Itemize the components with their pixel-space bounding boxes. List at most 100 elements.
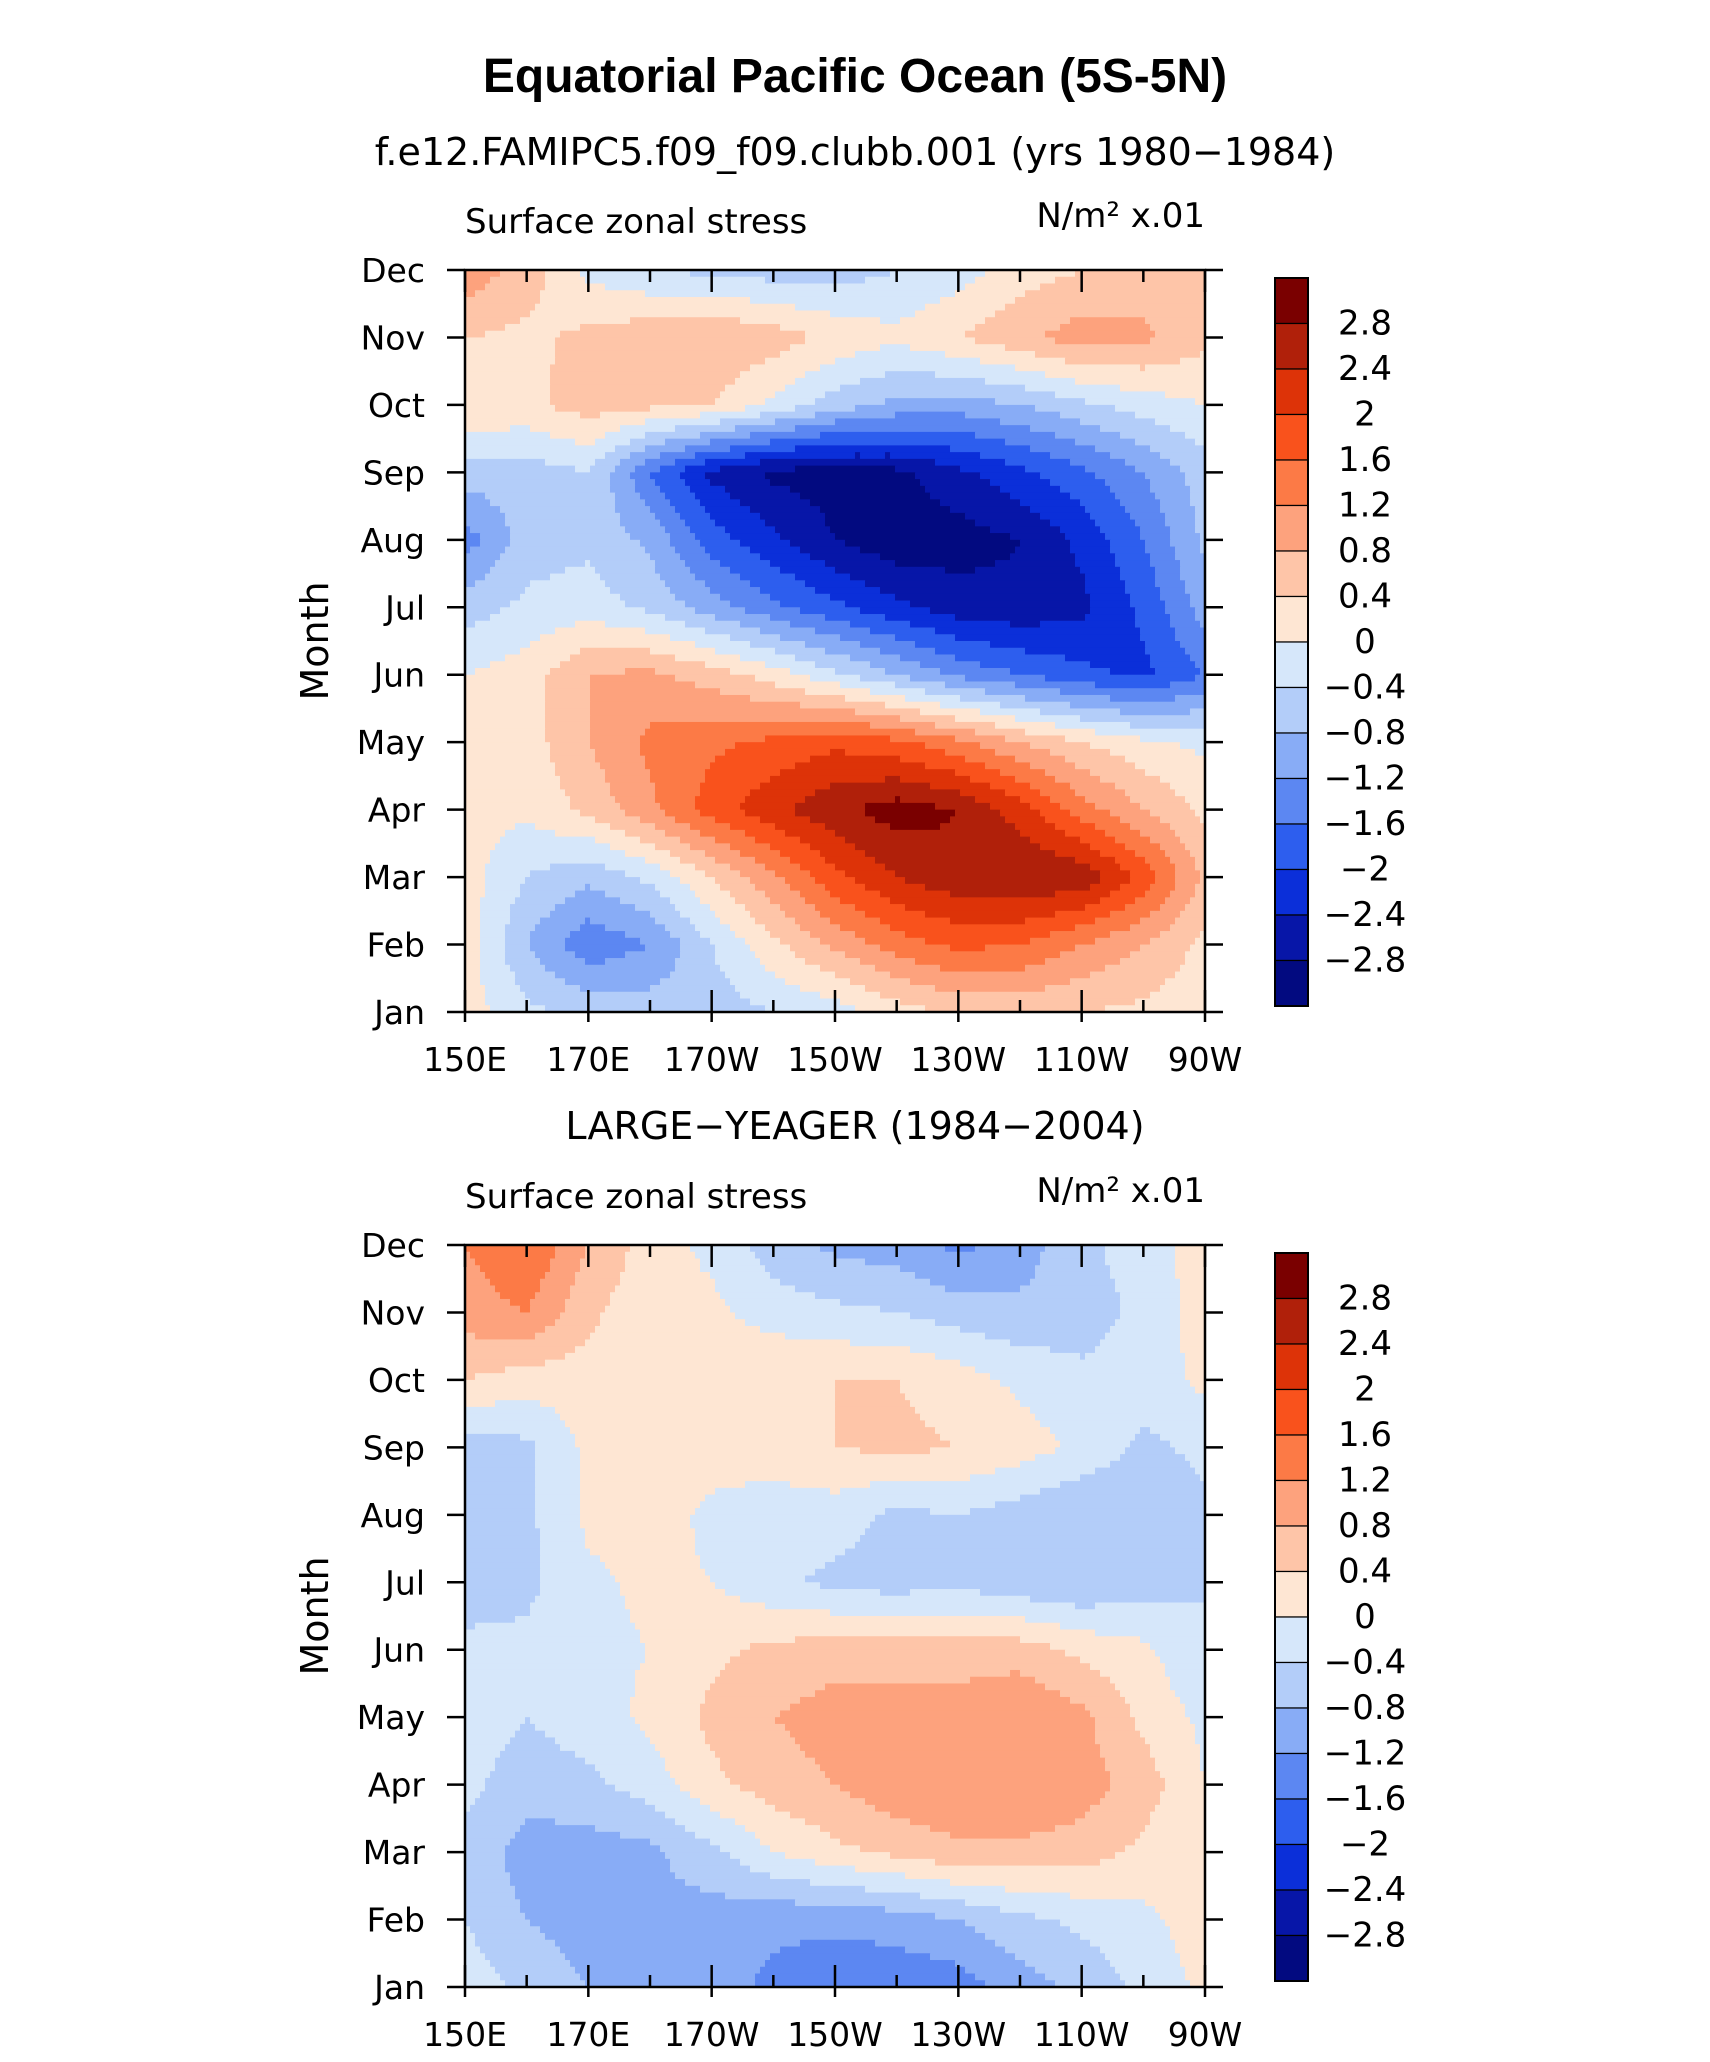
field-cell — [1120, 499, 1161, 507]
field-cell — [690, 917, 721, 925]
field-cell — [945, 1245, 976, 1253]
field-cell — [1195, 1467, 1206, 1475]
field-cell — [885, 863, 1091, 871]
field-cell — [705, 1494, 1021, 1502]
field-cell — [1110, 546, 1146, 554]
field-cell — [605, 1305, 731, 1314]
colorbar-swatch — [1274, 1388, 1309, 1436]
field-cell — [930, 492, 1011, 500]
field-cell — [770, 1271, 916, 1280]
field-cell — [865, 580, 1086, 588]
field-cell — [465, 1481, 536, 1489]
field-cell — [715, 519, 766, 527]
field-cell — [1140, 1636, 1206, 1644]
field-cell — [465, 910, 481, 919]
field-cell — [1060, 1690, 1121, 1698]
field-cell — [465, 1346, 576, 1354]
colorbar: 2.82.421.61.20.80.40−0.4−0.8−1.2−1.6−2−2… — [1274, 277, 1406, 1007]
field-cell — [935, 985, 1046, 993]
field-cell — [1160, 587, 1186, 595]
field-cell — [695, 573, 741, 581]
field-cell — [545, 688, 591, 696]
field-cell — [1025, 917, 1096, 925]
field-cell — [545, 694, 591, 703]
field-cell — [1170, 782, 1206, 790]
field-cell — [1095, 1717, 1136, 1725]
field-cell — [760, 1325, 961, 1334]
field-cell — [690, 1521, 871, 1529]
field-cell — [620, 1589, 726, 1597]
field-cell — [495, 1757, 586, 1765]
field-cell — [735, 897, 771, 905]
field-cell — [575, 890, 606, 898]
field-cell — [855, 404, 1036, 413]
field-cell — [645, 944, 681, 952]
field-cell — [1070, 809, 1111, 817]
field-cell — [995, 1467, 1096, 1475]
field-cell — [1180, 1346, 1206, 1354]
field-cell — [1040, 283, 1206, 291]
field-cell — [780, 634, 841, 642]
field-cell — [1145, 364, 1206, 372]
field-cell — [780, 566, 836, 575]
field-cell — [465, 674, 546, 683]
field-cell — [465, 1690, 636, 1698]
field-cell — [510, 533, 631, 541]
field-cell — [490, 566, 566, 575]
colorbar-label: 1.6 — [1338, 1415, 1392, 1455]
field-cell — [465, 755, 551, 764]
field-cell — [1060, 526, 1101, 534]
field-cell — [1015, 681, 1096, 689]
field-cell — [1195, 607, 1206, 615]
field-cell — [490, 1005, 546, 1013]
colorbar-swatch — [1274, 1434, 1309, 1482]
field-cell — [715, 910, 751, 919]
field-cell — [660, 452, 696, 460]
colorbar-swatch — [1274, 1252, 1309, 1300]
x-axis: 150E 170E 170W 150W 130W 110W 90W — [423, 1245, 1242, 2054]
field-cell — [965, 283, 1041, 291]
field-cell — [815, 877, 856, 885]
field-cell — [1085, 1703, 1131, 1712]
field-cell — [480, 904, 511, 912]
field-cell — [895, 593, 1091, 602]
field-cell — [600, 1319, 746, 1327]
field-cell — [800, 492, 931, 500]
field-cell — [1120, 573, 1156, 581]
field-cell — [640, 937, 681, 946]
field-cell — [720, 391, 776, 399]
field-cell — [995, 721, 1056, 730]
field-cell — [465, 1541, 541, 1550]
field-cell — [570, 1285, 616, 1293]
field-cell — [615, 499, 646, 507]
colorbar-label: 2.8 — [1338, 1279, 1392, 1319]
field-cell — [860, 958, 916, 966]
field-cell — [465, 1258, 476, 1266]
field-cell — [1045, 769, 1091, 777]
field-cell — [475, 1933, 546, 1941]
field-cell — [465, 1642, 646, 1651]
field-cell — [1180, 573, 1206, 581]
field-cell — [605, 769, 651, 777]
field-cell — [1095, 445, 1151, 453]
field-cell — [610, 479, 636, 487]
colorbar-label: 1.2 — [1338, 486, 1392, 526]
field-cell — [805, 897, 841, 905]
field-cell — [1170, 425, 1206, 433]
field-cell — [765, 1798, 866, 1806]
field-cell — [770, 897, 806, 905]
field-cell — [510, 600, 626, 608]
field-cell — [690, 823, 731, 831]
field-cell — [580, 1501, 701, 1509]
field-cell — [725, 748, 831, 757]
field-cell — [665, 829, 701, 838]
field-cell — [1085, 904, 1126, 912]
field-cell — [675, 674, 756, 683]
field-cell — [1105, 479, 1151, 487]
field-cell — [975, 1973, 1046, 1981]
field-cell — [725, 1892, 921, 1900]
colorbar-label: 0.4 — [1338, 577, 1392, 617]
variable-label: Surface zonal stress — [465, 1177, 807, 1217]
field-cell — [1120, 1973, 1186, 1981]
field-cell — [840, 924, 891, 932]
